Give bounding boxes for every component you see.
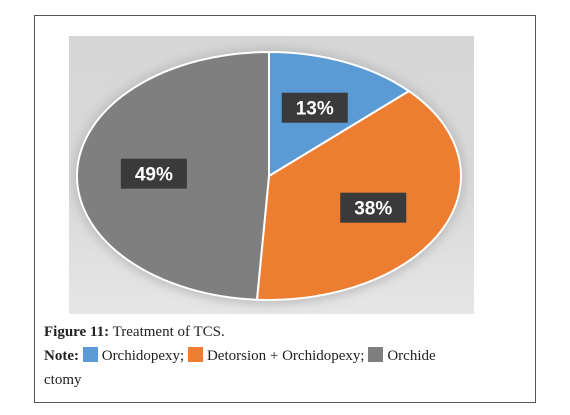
pie-chart: 13% 38% 49%: [73, 48, 465, 304]
data-label-box: [340, 192, 407, 223]
data-label-0: 13%: [281, 92, 348, 123]
note-line: Note: Orchidopexy; Detorsion + Orchidope…: [44, 344, 530, 368]
legend-label-wrap: ctomy: [44, 372, 82, 388]
figure-label: Figure 11:: [44, 324, 110, 340]
data-label-text: 49%: [135, 165, 173, 186]
figure-caption: Figure 11: Treatment of TCS. Note: Orchi…: [44, 320, 530, 392]
data-label-2: 49%: [120, 158, 187, 189]
data-label-box: [281, 92, 348, 123]
legend-item-orchidectomy: Orchide: [368, 347, 436, 364]
note-line-continued: ctomy: [44, 368, 530, 392]
legend-item-orchidopexy: Orchidopexy;: [82, 347, 185, 364]
data-label-1: 38%: [340, 192, 407, 223]
pie-data-labels: 13% 38% 49%: [120, 92, 407, 223]
legend-item-detorsion: Detorsion + Orchidopexy;: [187, 347, 365, 364]
figure-title: Treatment of TCS.: [112, 324, 225, 340]
legend-swatch-blue: [82, 347, 98, 362]
legend-swatch-orange: [187, 347, 203, 362]
legend-swatch-gray: [368, 347, 384, 362]
legend-label: Orchidopexy;: [101, 348, 185, 364]
legend-label: Orchide: [387, 348, 436, 364]
figure-frame: [34, 15, 536, 403]
data-label-text: 38%: [354, 199, 392, 220]
legend-label: Detorsion + Orchidopexy;: [206, 348, 365, 364]
note-label: Note:: [44, 348, 79, 364]
caption-line: Figure 11: Treatment of TCS.: [44, 320, 530, 344]
data-label-text: 13%: [296, 99, 334, 120]
data-label-box: [120, 158, 187, 189]
